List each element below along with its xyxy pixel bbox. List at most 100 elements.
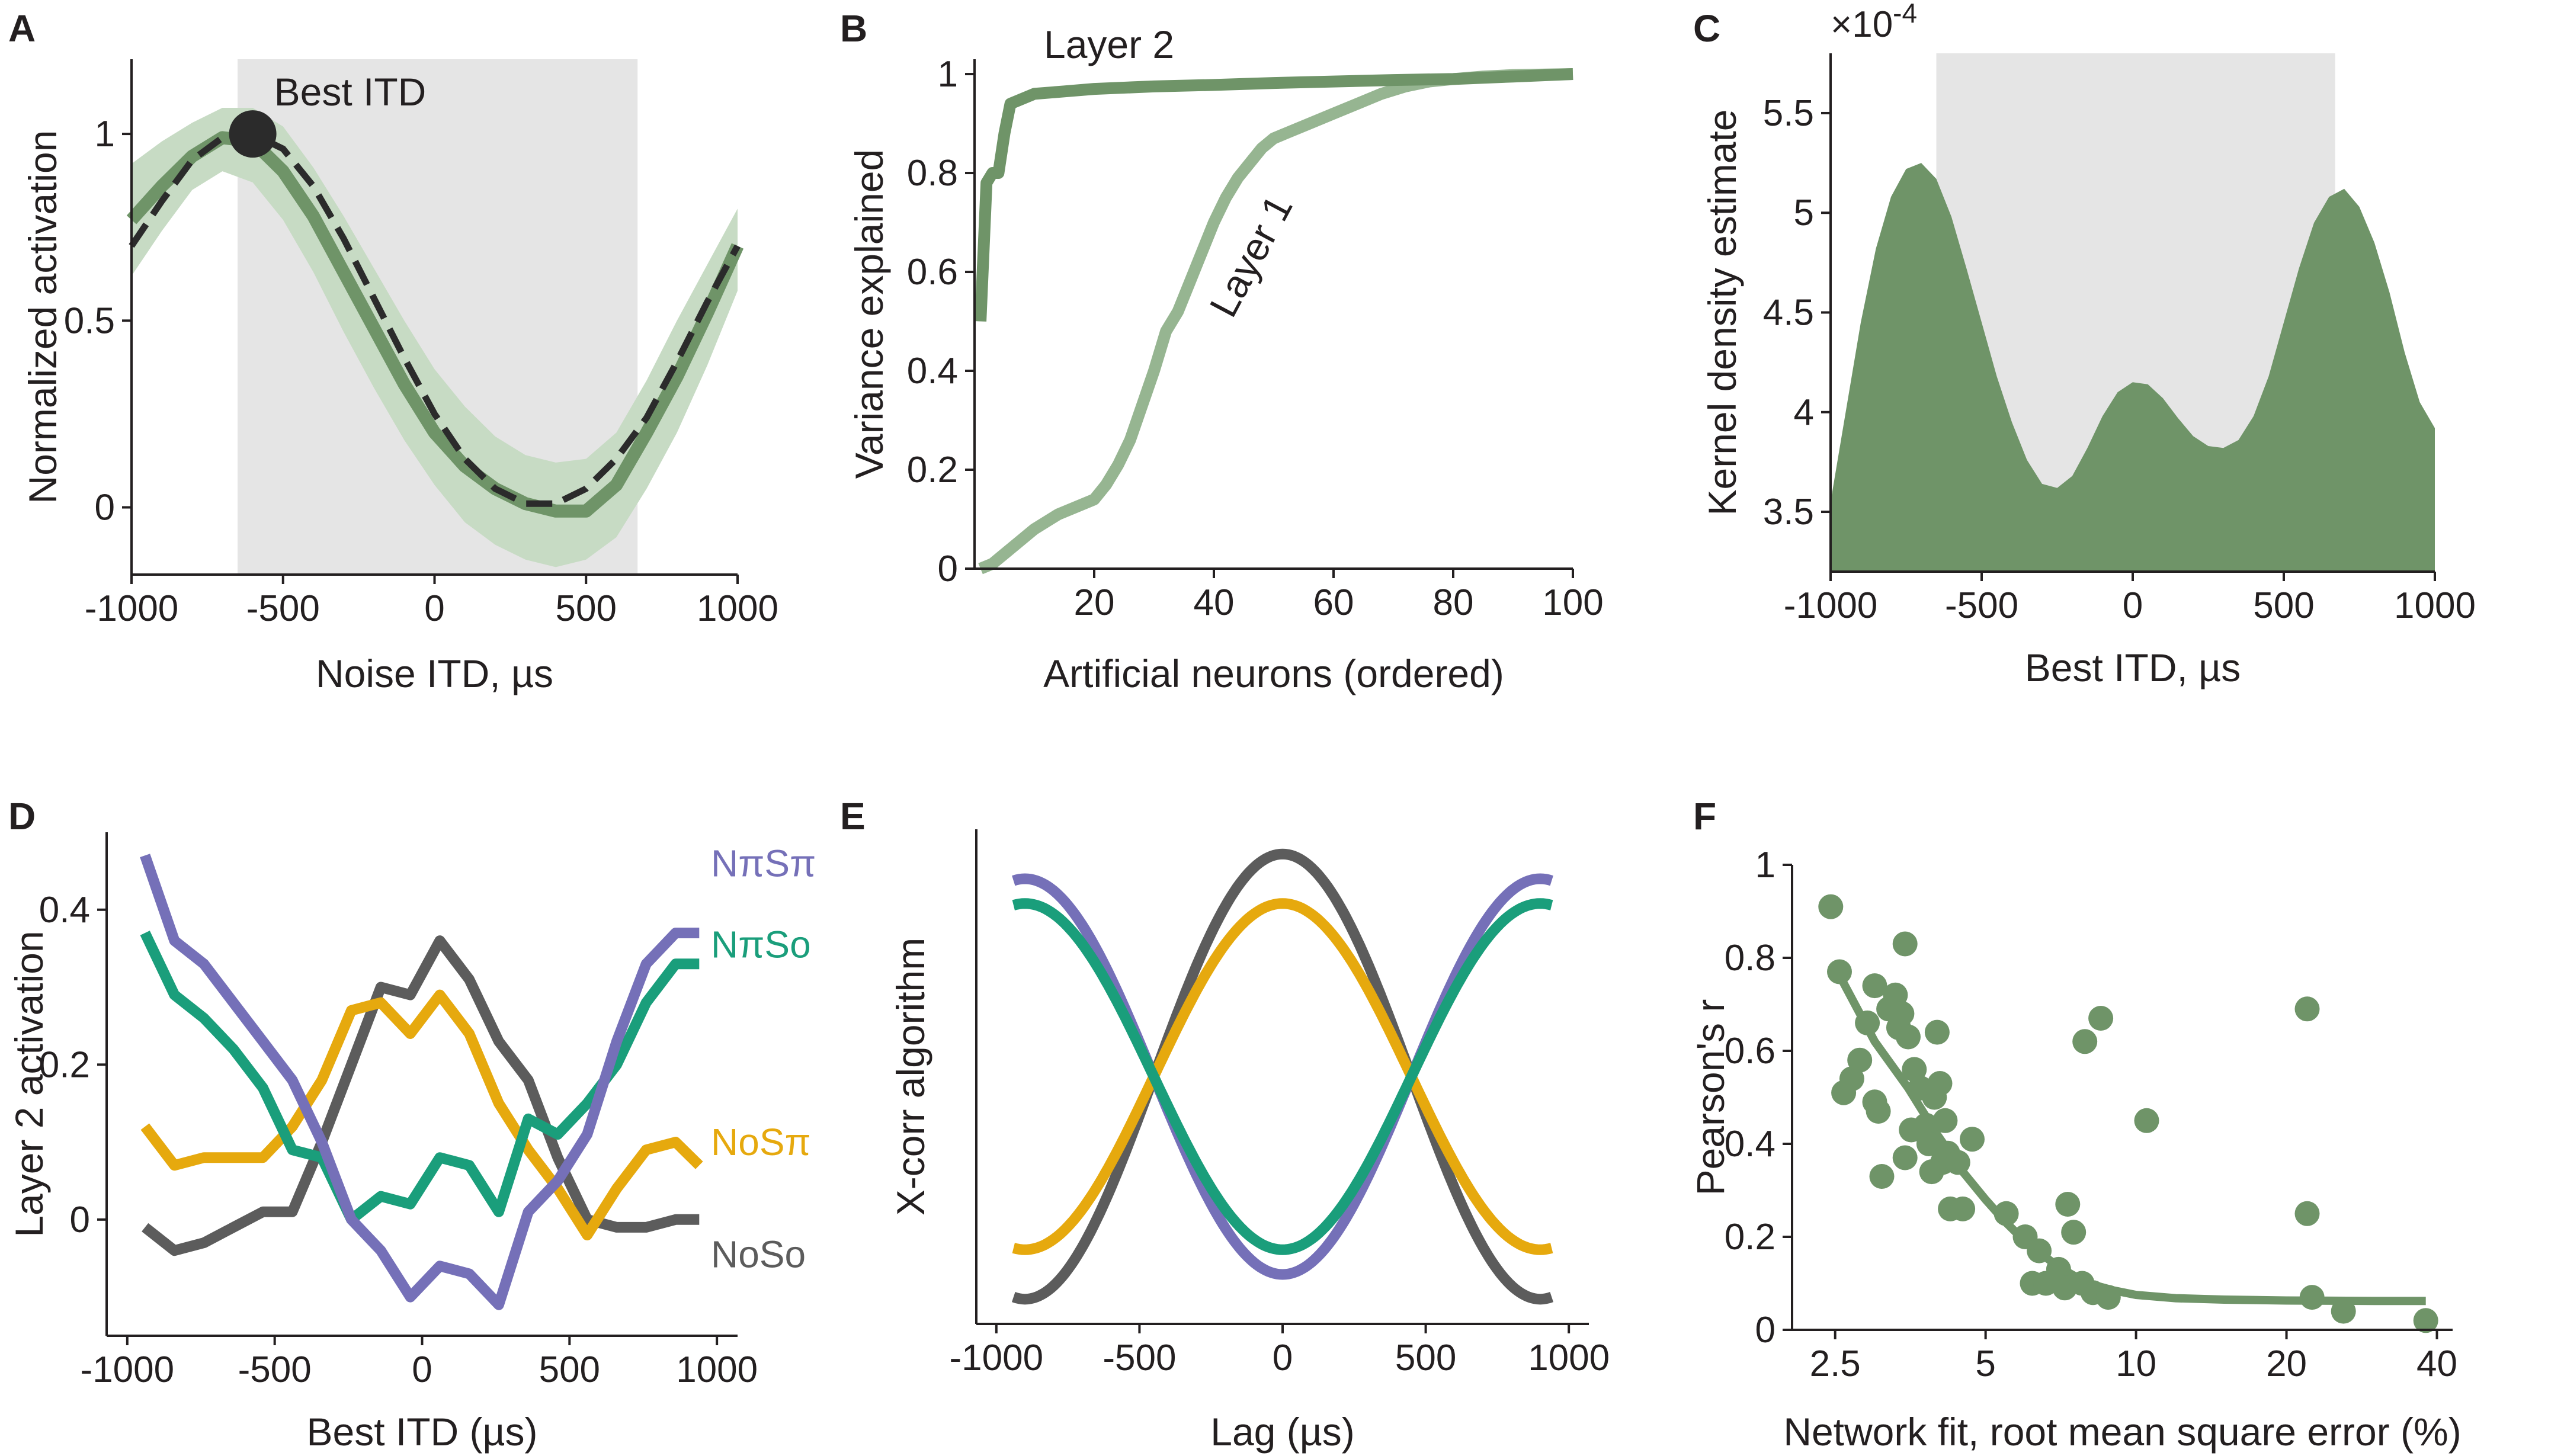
panel-f-data-point [2294,996,2320,1022]
panel-f-data-point [2055,1192,2081,1217]
panel-f-data-point [1866,1099,1891,1124]
panel-b-y-tick-label: 0.2 [907,450,958,490]
panel-f-data-point [1924,1019,1950,1045]
panel-f-data-point [1914,1112,1939,1138]
panel-a-letter: A [8,7,36,50]
panel-d-y-tick-label: 0.2 [39,1044,90,1085]
panel-c-y-tick-label: 4.5 [1763,293,1814,333]
panel-d-line-ns-0 [140,854,700,1310]
panel-c-axes: -1000 -500 0 500 1000 3.5 4 4.5 5 5.5 [1763,53,2476,626]
panel-f-data-point [1896,1024,1921,1050]
panel-f-data-point [1892,931,1918,957]
panel-a-x-tick-label: -1000 [85,588,179,629]
panel-d-y-tick-label: 0 [70,1200,90,1240]
panel-f-data-point [1855,1010,1880,1035]
panel-d-series-label-0: NπSπ [711,842,816,884]
panel-f-axes: 2.5 5 10 20 40 0 0.2 0.4 0.6 0.8 1 [1725,845,2457,1384]
panel-d-x-axis-label: Best ITD (µs) [306,1410,537,1454]
panel-c-x-tick-label: -500 [1945,585,2018,626]
panel-c-density-area [1831,163,2435,572]
panel-c-x-tick-label: 0 [2123,585,2143,626]
panel-b-x-tick-label: 100 [1542,582,1603,623]
panel-f-x-axis-label: Network fit, root mean square error (%) [1783,1410,2461,1454]
panel-e-x-tick-label: 500 [1395,1338,1456,1378]
panel-d-x-tick-label: 0 [412,1349,432,1390]
panel-d-line-noso-3 [142,935,700,1256]
panel-f-data-point [1862,973,1887,999]
panel-b-layer1-line [978,68,1573,575]
panel-b-x-axis-label: Artificial neurons (ordered) [1043,652,1504,695]
panel-a-x-tick-label: -500 [246,588,320,629]
panel-f-data-point [1889,1001,1915,1027]
panel-a-y-tick-label: 1 [95,114,115,155]
panel-e-x-tick-label: -1000 [950,1338,1044,1378]
panel-e-x-axis-label: Lag (µs) [1210,1410,1354,1454]
panel-e-series-lines [1011,848,1554,1305]
panel-b-axes: 20 40 60 80 100 0 0.2 0.4 0.6 0.8 1 [907,54,1604,623]
panel-f-data-point [1839,1066,1864,1092]
panel-b-y-axis-label: Variance explained [847,149,891,479]
panel-b-y-tick-label: 0.6 [907,252,958,293]
panel-c-x-axis-label: Best ITD, µs [2025,646,2241,689]
panel-b-layer2-label: Layer 2 [1044,23,1174,66]
panel-f-x-tick-label: 2.5 [1810,1343,1861,1384]
panel-f-data-point [2294,1201,2320,1226]
panel-a-x-tick-label: 0 [424,588,444,629]
panel-f-x-tick-label: 10 [2116,1343,2156,1384]
panel-f-data-point [2095,1285,2121,1310]
panel-a-axes: -1000 -500 0 500 1000 0 0.5 1 [64,59,778,629]
panel-f-data-point [1869,1164,1895,1189]
panel-f-x-tick-label: 40 [2416,1343,2457,1384]
panel-c-x-tick-label: 1000 [2394,585,2476,626]
panel-f-data-point [2134,1108,2159,1133]
panel-b-y-tick-label: 0 [938,549,958,589]
panel-f-data-point [1916,1131,1941,1156]
panel-c-axis-exponent: ×10-4 [1831,0,1917,45]
panel-f-data-point [1960,1127,1985,1152]
panel-f-data-point [2061,1220,2087,1245]
panel-f-y-tick-label: 0.4 [1725,1124,1775,1165]
panel-f-data-point [1945,1150,1970,1175]
panel-b: B Layer 2 Layer 1 20 40 60 80 10000.20.40.60… [840,7,1604,695]
panel-f: F 2.5 5 10 20 40 0 0.2 0.4 0.6 0.8 1 Network fit, … [1688,795,2462,1454]
panel-c-letter: C [1693,7,1720,50]
panel-f-data-point [2413,1308,2438,1333]
panel-e-x-tick-label: 1000 [1528,1338,1610,1378]
panel-f-data-point [1927,1071,1953,1096]
panel-d: D NπSπ NπSo NoSπ NoSo -1000 -500 0 500 1000 0 0.2… [7,795,816,1454]
panel-d-series-label-2: NoSπ [711,1121,811,1163]
panel-d-series-lines [140,854,703,1310]
panel-d-y-tick-label: 0.4 [39,890,90,931]
panel-a: A Best ITD -1000 -500 0 500 1000 0 0.5 1 Noise … [8,7,778,695]
panel-f-letter: F [1693,795,1716,838]
panel-f-data-point [2331,1298,2356,1324]
panel-f-y-tick-label: 0.2 [1725,1217,1775,1258]
panel-f-y-tick-label: 1 [1755,845,1775,886]
panel-c-x-tick-label: 500 [2253,585,2314,626]
panel-b-y-tick-label: 0.4 [907,351,958,392]
panel-d-series-label-1: NπSo [711,923,811,966]
panel-f-data-point [2027,1238,2052,1263]
panel-a-best-itd-marker [229,110,277,158]
panel-c-exponent-power: -4 [1893,0,1917,28]
panel-d-letter: D [8,795,36,838]
panel-f-y-tick-label: 0 [1755,1310,1775,1351]
panel-f-data-point [1847,1047,1873,1073]
panel-c-y-tick-label: 4 [1794,392,1814,433]
panel-d-series-labels: NπSπ NπSo NoSπ NoSo [711,842,816,1275]
panel-f-data-point [1932,1108,1958,1133]
panel-e-line-1 [1012,898,1553,1255]
panel-f-data-point [2072,1029,2098,1054]
panel-a-y-axis-label: Normalized activation [21,130,65,504]
panel-f-data-point [1993,1201,2019,1226]
panel-f-y-tick-label: 0.8 [1725,938,1775,979]
panel-c-exponent-base: ×10 [1831,4,1893,45]
panel-f-data-point [1818,894,1844,919]
panel-f-data-point [2299,1285,2325,1310]
panel-b-y-tick-label: 1 [938,54,958,95]
panel-f-data-point [2088,1006,2114,1031]
panel-f-x-tick-label: 20 [2266,1343,2307,1384]
panel-b-x-tick-label: 80 [1433,582,1474,623]
panel-c-y-tick-label: 5.5 [1763,93,1814,134]
